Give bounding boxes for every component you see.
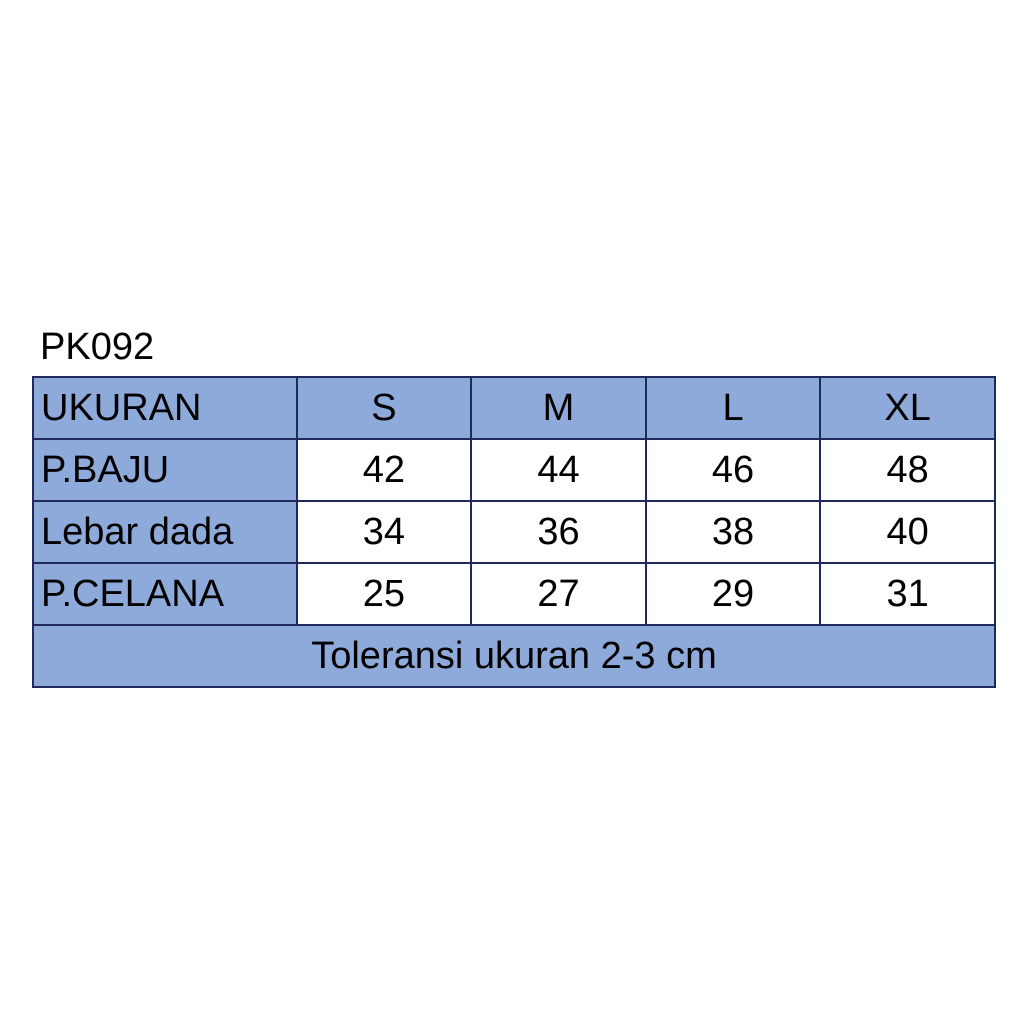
- size-header: XL: [819, 376, 996, 440]
- cell: 25: [295, 562, 473, 626]
- cell: 46: [644, 438, 822, 502]
- size-chart-table: UKURAN S M L XL P.BAJU 42 44 46 48 Lebar…: [32, 376, 996, 688]
- row-label: P.BAJU: [32, 438, 298, 502]
- cell: 48: [819, 438, 996, 502]
- table-row: P.BAJU 42 44 46 48: [32, 438, 996, 502]
- cell: 40: [819, 500, 996, 564]
- row-label: P.CELANA: [32, 562, 298, 626]
- size-header: M: [470, 376, 647, 440]
- cell: 42: [295, 438, 473, 502]
- cell: 29: [644, 562, 822, 626]
- tolerance-note: Toleransi ukuran 2-3 cm: [32, 624, 996, 688]
- cell: 44: [470, 438, 647, 502]
- size-header: S: [295, 376, 473, 440]
- header-label: UKURAN: [32, 376, 298, 440]
- size-header: L: [644, 376, 822, 440]
- cell: 38: [644, 500, 822, 564]
- header-row: UKURAN S M L XL: [32, 376, 996, 440]
- product-code: PK092: [40, 326, 155, 368]
- row-label: Lebar dada: [32, 500, 298, 564]
- footer-row: Toleransi ukuran 2-3 cm: [32, 624, 996, 688]
- table-row: Lebar dada 34 36 38 40: [32, 500, 996, 564]
- cell: 31: [819, 562, 996, 626]
- cell: 27: [470, 562, 647, 626]
- cell: 36: [470, 500, 647, 564]
- cell: 34: [295, 500, 473, 564]
- table-row: P.CELANA 25 27 29 31: [32, 562, 996, 626]
